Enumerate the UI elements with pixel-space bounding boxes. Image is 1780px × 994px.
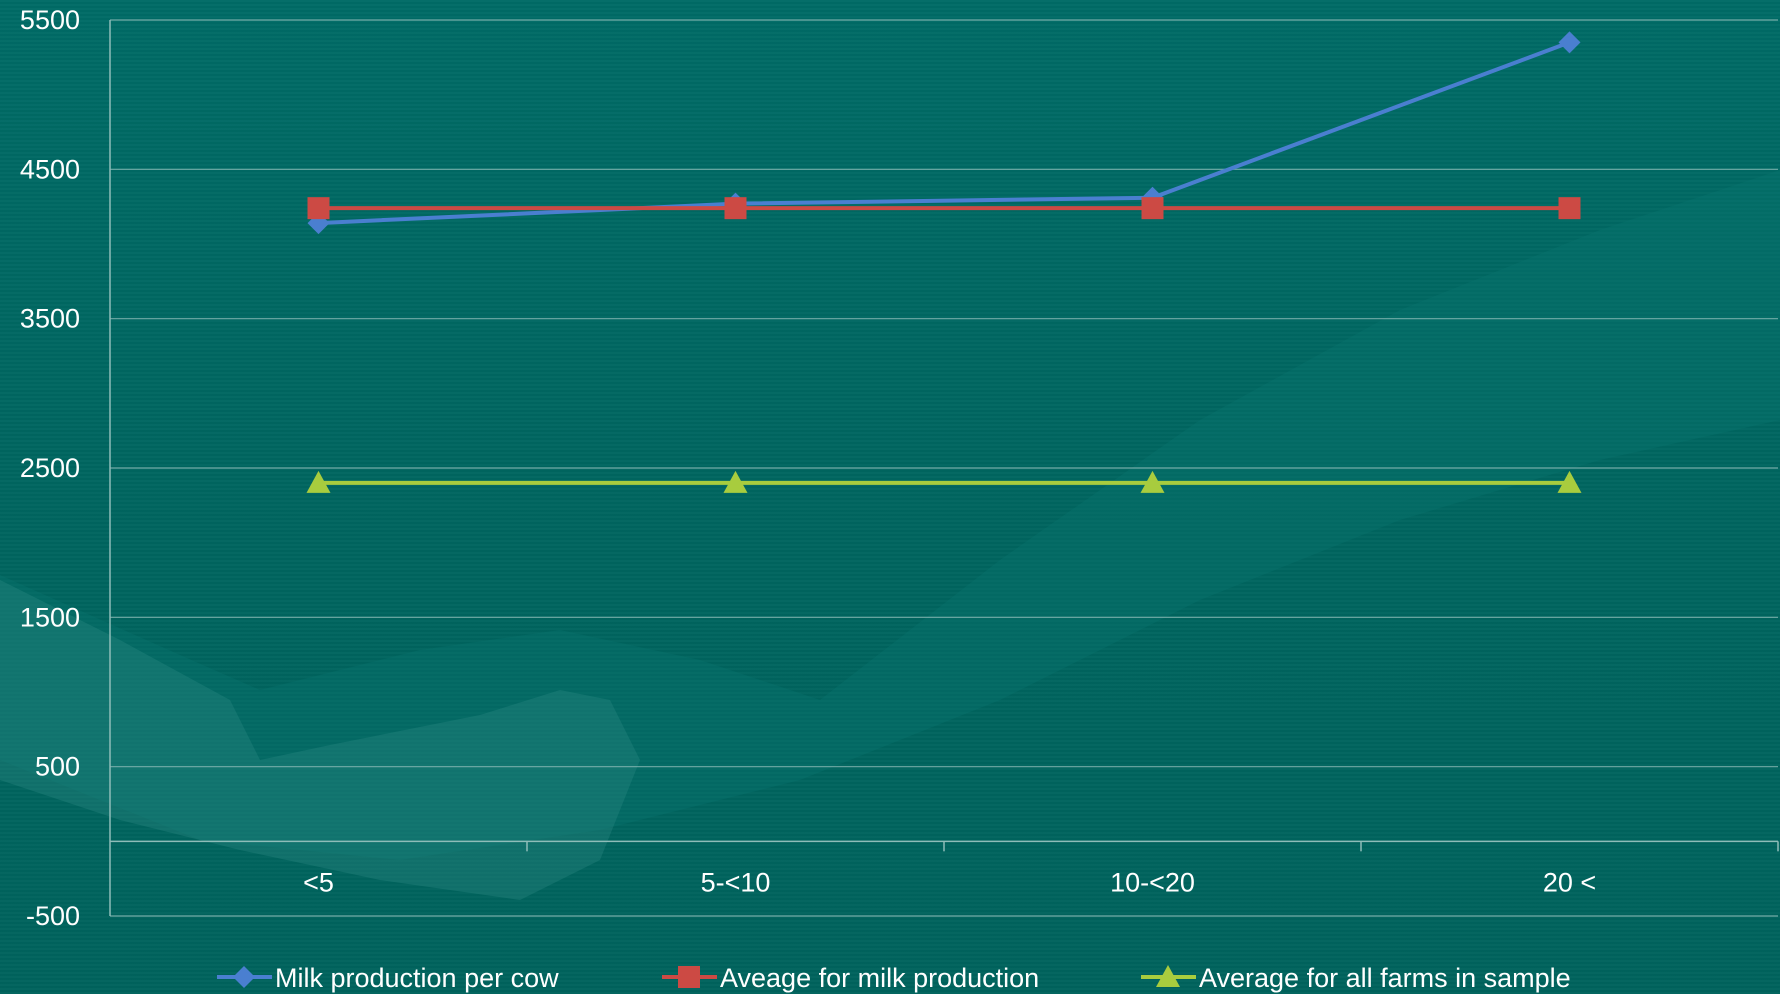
series-2 — [306, 470, 1582, 493]
data-point — [307, 197, 330, 220]
x-axis-ticks: <5 5-<10 10-<20 20 < — [303, 867, 1596, 897]
y-tick-label: 500 — [35, 752, 80, 782]
legend-entry: Average for all farms in sample — [1141, 963, 1571, 993]
data-point — [306, 470, 331, 493]
background-shape-hand — [0, 580, 640, 900]
y-axis-ticks: 5500 4500 3500 2500 1500 500 -500 — [20, 5, 80, 931]
series-1 — [307, 197, 1581, 220]
x-tick-label: 10-<20 — [1110, 867, 1195, 897]
legend-marker — [1156, 965, 1180, 987]
data-point — [1558, 31, 1581, 54]
legend-entry: Milk production per cow — [217, 963, 559, 993]
data-point — [1141, 197, 1164, 220]
y-tick-label: 1500 — [20, 602, 80, 632]
series-0 — [307, 31, 1581, 235]
series-group — [306, 31, 1582, 493]
background-silhouette — [0, 170, 1780, 900]
x-tick-label: 20 < — [1543, 867, 1596, 897]
data-point — [723, 470, 748, 493]
legend-marker — [678, 966, 700, 988]
gridlines — [110, 19, 1778, 917]
y-tick-label: 2500 — [20, 453, 80, 483]
y-tick-label: -500 — [26, 901, 80, 931]
legend-label: Milk production per cow — [275, 963, 559, 993]
axes — [109, 20, 1779, 916]
data-point — [1558, 197, 1581, 220]
y-tick-label: 4500 — [20, 154, 80, 184]
legend-marker — [233, 966, 255, 988]
data-point — [1557, 470, 1582, 493]
legend-label: Average for all farms in sample — [1199, 963, 1571, 993]
y-tick-label: 5500 — [20, 5, 80, 35]
x-tick-label: 5-<10 — [701, 867, 771, 897]
y-tick-label: 3500 — [20, 304, 80, 334]
legend: Milk production per cow Aveage for milk p… — [217, 963, 1571, 993]
data-point — [1140, 470, 1165, 493]
legend-label: Aveage for milk production — [720, 963, 1039, 993]
legend-entry: Aveage for milk production — [662, 963, 1039, 993]
data-point — [724, 197, 747, 220]
series-line — [318, 40, 1571, 226]
x-tick-label: <5 — [303, 867, 334, 897]
background-shape-arm — [0, 170, 1780, 860]
